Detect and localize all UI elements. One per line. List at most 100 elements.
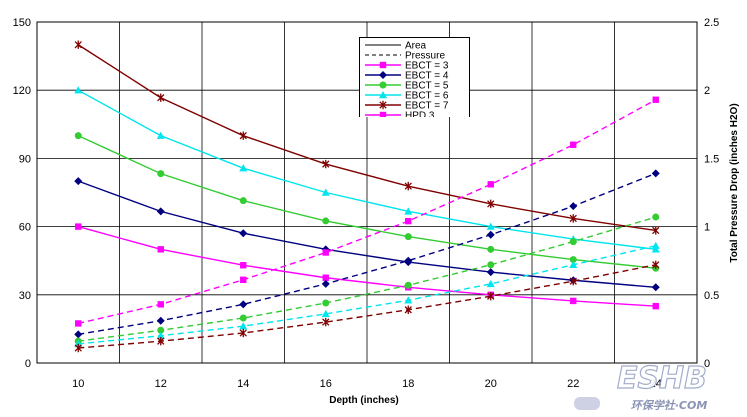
legend-marker — [379, 71, 387, 79]
legend-marker — [379, 61, 387, 69]
data-point — [239, 131, 247, 140]
x-axis-title: Depth (inches) — [329, 395, 398, 406]
y-right-tick-label: 2 — [704, 85, 710, 97]
x-tick-label: 20 — [485, 378, 497, 390]
series-ebct-7-right — [74, 260, 660, 353]
y-left-tick-label: 120 — [13, 85, 31, 97]
data-point — [404, 296, 413, 304]
data-point — [404, 305, 412, 315]
legend-marker — [379, 81, 387, 89]
y-right-tick-label: 1 — [704, 222, 710, 234]
data-point — [322, 217, 330, 225]
series-line-left — [77, 135, 656, 269]
series-line-right — [78, 216, 656, 342]
data-point — [156, 207, 165, 216]
legend-marker — [379, 111, 387, 117]
data-point — [156, 331, 165, 339]
series-line-left — [78, 180, 656, 288]
series-ebct-6-left — [74, 86, 660, 253]
data-point — [570, 141, 577, 148]
legend-label: EBCT = 3 — [405, 61, 449, 72]
data-point — [486, 268, 495, 277]
data-point — [74, 343, 82, 353]
data-point — [405, 217, 412, 225]
series-line-left — [77, 89, 656, 251]
series-line-right — [78, 99, 657, 325]
y-left-tick-label: 60 — [19, 222, 31, 234]
y-left-tick-label: 30 — [19, 290, 31, 302]
x-tick-label: 16 — [320, 378, 332, 390]
series-line-right — [78, 245, 656, 345]
data-point — [74, 177, 83, 186]
data-point — [239, 322, 248, 330]
data-point — [404, 207, 413, 215]
data-point — [651, 241, 660, 249]
data-point — [321, 279, 330, 288]
data-point — [322, 159, 330, 169]
data-point — [569, 202, 578, 211]
data-point — [157, 170, 165, 178]
y-right-axis-title: Total Pressure Drop (inches H2O) — [729, 103, 740, 262]
data-point — [652, 213, 660, 221]
legend-marker — [379, 91, 387, 99]
data-point — [651, 169, 660, 178]
legend-label: Area — [405, 41, 427, 52]
series-line-left — [77, 44, 656, 232]
plot-frame — [36, 21, 698, 364]
data-point — [487, 291, 495, 301]
data-point — [156, 131, 165, 139]
data-point — [157, 326, 165, 334]
x-tick-label: 22 — [567, 378, 579, 390]
data-point — [74, 330, 83, 339]
data-point — [651, 245, 660, 253]
data-point — [75, 320, 82, 327]
x-tick-label: 12 — [155, 378, 167, 390]
data-point — [322, 274, 329, 281]
y-right-tick-label: 1.5 — [704, 153, 719, 165]
legend-label: EBCT = 4 — [405, 71, 449, 82]
data-point — [569, 256, 577, 264]
data-point — [486, 230, 495, 239]
data-point — [652, 302, 659, 310]
legend-label: EBCT = 7 — [405, 101, 449, 112]
data-point — [74, 132, 82, 140]
data-point — [404, 256, 413, 265]
data-point — [239, 229, 248, 238]
data-point — [157, 93, 165, 102]
data-point — [74, 40, 82, 49]
data-point — [74, 86, 83, 94]
series-ebct-3-right — [75, 96, 659, 327]
legend-label: HPD 3 — [405, 111, 435, 122]
data-point — [486, 279, 495, 288]
data-point — [487, 261, 495, 269]
y-right-tick-label: 0.5 — [704, 290, 719, 302]
series-line-left — [78, 225, 656, 307]
data-point — [239, 300, 248, 309]
watermark-main: ESHB — [617, 361, 707, 396]
series-line-right — [78, 172, 657, 336]
y-left-ticks: 0 30 60 90 120 150 — [13, 17, 31, 370]
y-right-tick-label: 2.5 — [704, 17, 719, 29]
y-left-tick-label: 0 — [25, 358, 31, 370]
data-point — [569, 260, 578, 268]
watermark-sub: 环保学社·COM — [631, 399, 708, 412]
legend-frame — [359, 37, 470, 117]
legend-label: EBCT = 6 — [405, 91, 449, 102]
data-point — [487, 245, 495, 253]
y-right-tick-label: 0 — [704, 358, 710, 370]
x-tick-label: 24 — [650, 378, 662, 390]
data-point — [652, 96, 659, 103]
series-line-right — [78, 264, 656, 349]
data-point — [487, 181, 494, 188]
x-tick-label: 18 — [402, 378, 414, 390]
data-point — [651, 283, 660, 292]
data-point — [652, 226, 660, 235]
data-point — [321, 309, 330, 318]
data-point — [75, 223, 82, 230]
data-point — [240, 276, 247, 283]
data-point — [321, 188, 330, 196]
x-tick-label: 10 — [72, 378, 84, 390]
